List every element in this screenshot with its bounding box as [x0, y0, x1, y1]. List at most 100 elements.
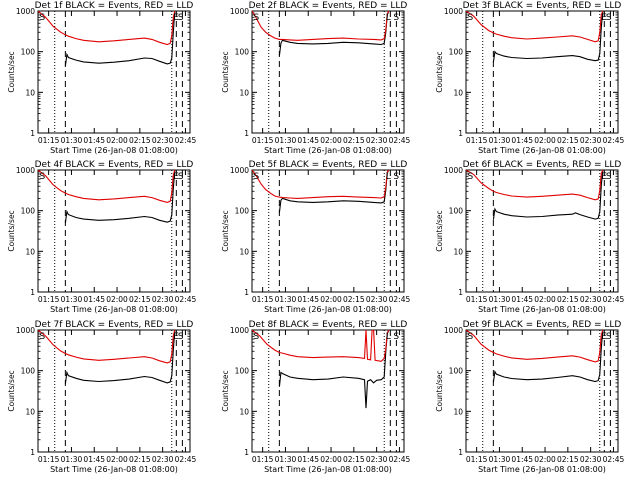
chart-panel-2: Det 2f BLACK = Events, RED = LLD 1 10 100 10…	[221, 1, 410, 155]
plot-frame	[251, 10, 405, 134]
x-tick-label: 02:45	[389, 455, 411, 464]
y-tick-label: 10	[239, 407, 249, 416]
series-line-lld	[466, 170, 604, 201]
y-tick-label: 1	[244, 129, 249, 138]
x-tick-label: 02:45	[389, 136, 411, 145]
y-axis-label: Counts/sec	[7, 51, 16, 92]
x-axis-label: Start Time (26-Jan-08 01:08:00)	[478, 465, 606, 474]
series-line-events	[492, 11, 604, 63]
x-tick-label: 02:45	[603, 455, 625, 464]
series-line-lld	[466, 330, 604, 363]
event-flag: S	[40, 332, 46, 342]
y-axis-label: Counts/sec	[435, 370, 444, 411]
y-axis-label: Counts/sec	[435, 210, 444, 251]
y-tick-label: 10	[25, 88, 35, 97]
y-axis-label: Counts/sec	[221, 210, 230, 251]
y-tick-label: 1000	[444, 166, 463, 175]
event-flag: S	[254, 172, 260, 182]
y-tick-label: 1	[30, 129, 35, 138]
event-flag: E	[601, 172, 607, 182]
event-flag: S	[468, 172, 474, 182]
panel-title: Det 4f BLACK = Events, RED = LLD	[35, 160, 194, 170]
y-tick-label: 10	[25, 247, 35, 256]
event-flag: E	[601, 13, 607, 23]
x-axis-label: Start Time (26-Jan-08 01:08:00)	[50, 146, 178, 155]
y-tick-label: 100	[235, 367, 250, 376]
series-line-lld	[252, 11, 390, 41]
x-axis-label: Start Time (26-Jan-08 01:08:00)	[264, 146, 392, 155]
panel-title: Det 1f BLACK = Events, RED = LLD	[35, 1, 194, 11]
chart-panel-8: Det 8f BLACK = Events, RED = LLD 1 10 100 10…	[221, 320, 410, 474]
series-line-lld	[38, 330, 176, 364]
chart-panel-5: Det 5f BLACK = Events, RED = LLD 1 10 100 10…	[221, 160, 410, 314]
x-tick-label: 02:15	[129, 136, 151, 145]
y-tick-label: 1000	[230, 7, 249, 16]
x-tick-label: 02:45	[603, 295, 625, 304]
x-tick-label: 02:30	[152, 136, 174, 145]
x-tick-label: 02:30	[580, 295, 602, 304]
x-tick-label: 02:30	[366, 295, 388, 304]
series-line-lld	[38, 11, 176, 46]
x-tick-label: 01:45	[511, 455, 533, 464]
x-tick-label: 02:15	[129, 455, 151, 464]
x-tick-label: 01:30	[489, 455, 511, 464]
x-tick-label: 01:30	[489, 136, 511, 145]
y-tick-label: 100	[449, 207, 464, 216]
x-tick-label: 02:30	[580, 455, 602, 464]
series-line-events	[278, 170, 390, 213]
panel-title: Det 7f BLACK = Events, RED = LLD	[35, 320, 194, 330]
x-tick-label: 01:45	[83, 455, 105, 464]
y-tick-label: 1000	[16, 166, 35, 175]
panel-title: Det 5f BLACK = Events, RED = LLD	[249, 160, 408, 170]
x-tick-label: 02:15	[343, 455, 365, 464]
x-tick-label: 01:15	[252, 295, 274, 304]
x-tick-label: 01:15	[38, 455, 60, 464]
series-line-events	[64, 330, 176, 384]
y-tick-label: 1000	[16, 7, 35, 16]
y-tick-label: 100	[449, 48, 464, 57]
event-flag: E	[173, 13, 179, 23]
chart-panel-6: Det 6f BLACK = Events, RED = LLD 1 10 100 10…	[435, 160, 624, 314]
y-tick-label: 1	[30, 288, 35, 297]
x-tick-label: 01:45	[297, 455, 319, 464]
chart-panel-3: Det 3f BLACK = Events, RED = LLD 1 10 100 10…	[435, 1, 624, 155]
panel-title: Det 9f BLACK = Events, RED = LLD	[463, 320, 622, 330]
y-tick-label: 1000	[444, 7, 463, 16]
plot-frame	[37, 10, 191, 134]
x-tick-label: 01:15	[38, 136, 60, 145]
plot-frame	[465, 10, 619, 134]
event-flag: S	[40, 172, 46, 182]
y-tick-label: 100	[235, 207, 250, 216]
x-tick-label: 02:00	[320, 455, 342, 464]
y-axis-label: Counts/sec	[7, 210, 16, 251]
x-tick-label: 02:00	[320, 136, 342, 145]
y-tick-label: 10	[453, 88, 463, 97]
x-tick-label: 02:30	[366, 136, 388, 145]
y-tick-label: 1000	[230, 326, 249, 335]
x-tick-label: 01:45	[83, 295, 105, 304]
y-axis-label: Counts/sec	[435, 51, 444, 92]
y-axis-label: Counts/sec	[221, 51, 230, 92]
x-tick-label: 02:45	[389, 295, 411, 304]
event-flag: E	[173, 332, 179, 342]
series-line-events	[492, 170, 604, 220]
event-flag: E	[601, 332, 607, 342]
event-flag: S	[254, 332, 260, 342]
chart-panel-9: Det 9f BLACK = Events, RED = LLD 1 10 100 10…	[435, 320, 624, 474]
series-line-lld	[252, 170, 390, 199]
plot-frame	[251, 169, 405, 293]
y-tick-label: 10	[239, 88, 249, 97]
x-axis-label: Start Time (26-Jan-08 01:08:00)	[478, 305, 606, 314]
y-tick-label: 1	[458, 448, 463, 457]
y-tick-label: 10	[239, 247, 249, 256]
x-tick-label: 02:30	[366, 455, 388, 464]
series-line-lld	[252, 330, 390, 362]
event-flag: S	[606, 332, 612, 342]
plot-frame	[37, 329, 191, 453]
series-line-events	[278, 330, 390, 409]
event-flag: L	[386, 172, 391, 182]
y-tick-label: 100	[449, 367, 464, 376]
y-tick-label: 10	[453, 247, 463, 256]
x-tick-label: 01:15	[466, 136, 488, 145]
event-flag: S	[40, 13, 46, 23]
